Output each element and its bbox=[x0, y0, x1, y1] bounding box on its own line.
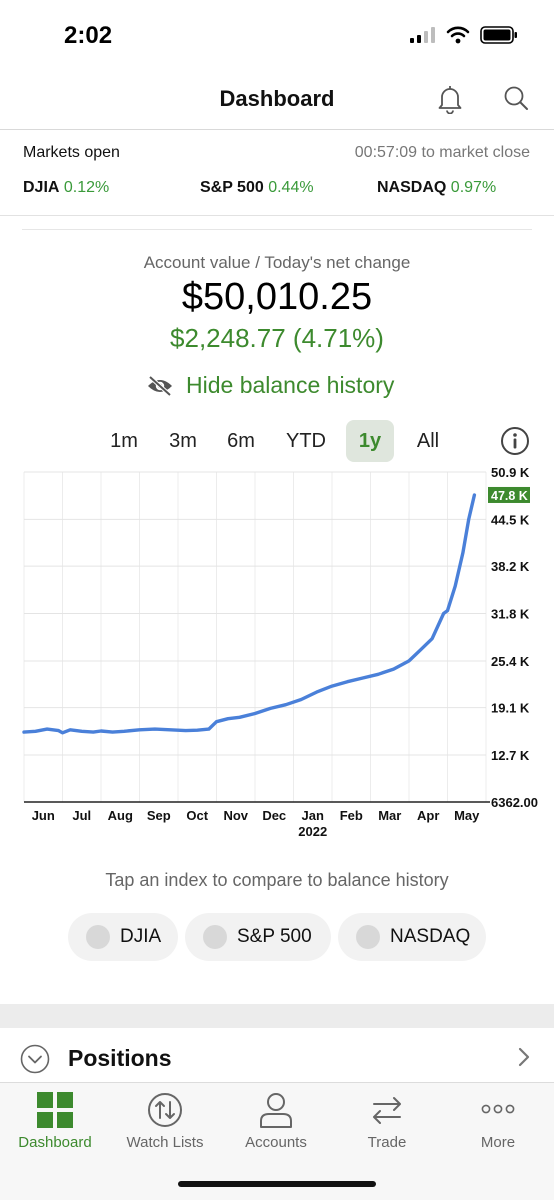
account-value-label: Account value / Today's net change bbox=[143, 253, 411, 272]
nav-header: Dashboard bbox=[0, 72, 554, 130]
chart-x-tick-label: Nov bbox=[223, 808, 248, 823]
positions-title: Positions bbox=[68, 1045, 172, 1071]
hide-balance-history-toggle[interactable]: Hide balance history bbox=[146, 372, 394, 399]
chip-label: S&P 500 bbox=[237, 926, 312, 947]
chart-y-tick-label: 50.9 K bbox=[491, 466, 530, 480]
chart-y-tick-label: 25.4 K bbox=[491, 654, 530, 669]
chart-series-line bbox=[22, 493, 477, 735]
chart-y-tick-label: 31.8 K bbox=[491, 607, 530, 622]
tab-label: More bbox=[480, 1134, 516, 1151]
index-name: DJIA bbox=[23, 179, 60, 196]
tab-label: Accounts bbox=[245, 1134, 307, 1151]
index-nasdaq[interactable]: NASDAQ 0.97% bbox=[377, 179, 496, 197]
index-change: 0.44% bbox=[268, 179, 314, 196]
swap-arrows-icon bbox=[373, 1097, 401, 1124]
range-selector: 1m 3m 6m YTD 1y All bbox=[0, 418, 554, 464]
compare-chips: DJIA S&P 500 NASDAQ bbox=[0, 913, 554, 961]
range-tab-all[interactable]: All bbox=[416, 430, 440, 452]
index-name: NASDAQ bbox=[377, 179, 447, 196]
chart-x-tick-label: Jan bbox=[302, 808, 324, 823]
chart-x-tick-label: May bbox=[454, 808, 480, 823]
index-change: 0.97% bbox=[450, 179, 497, 196]
chart-x-tick-label: Jul bbox=[72, 808, 91, 823]
index-djia[interactable]: DJIA 0.12% bbox=[23, 179, 109, 197]
chip-radio bbox=[356, 925, 380, 949]
ellipsis-icon bbox=[481, 1104, 515, 1114]
balance-history-chart[interactable]: 50.9 K 44.5 K 38.2 K 31.8 K 25.4 K 19.1 K 12.7… bbox=[0, 466, 554, 842]
market-close-countdown: 00:57:09 to market close bbox=[354, 144, 530, 161]
chip-label: DJIA bbox=[120, 926, 162, 947]
compare-chip-djia[interactable]: DJIA bbox=[68, 913, 178, 961]
chart-x-tick-label: Sep bbox=[147, 808, 171, 823]
status-bar: 2:02 bbox=[0, 0, 554, 72]
section-separator bbox=[0, 1004, 554, 1028]
chip-radio bbox=[86, 925, 110, 949]
chart-x-tick-label: Feb bbox=[340, 808, 363, 823]
chart-x-tick-label: Mar bbox=[378, 808, 401, 823]
chart-x-tick-label: Jun bbox=[32, 808, 55, 823]
wifi-icon bbox=[446, 26, 470, 44]
home-indicator bbox=[178, 1181, 376, 1187]
markets-strip: Markets open 00:57:09 to market close DJ… bbox=[0, 130, 554, 216]
tab-trade[interactable]: Trade bbox=[332, 1083, 442, 1163]
chart-current-value-badge bbox=[488, 486, 530, 503]
chart-y-tick-label: 6362.00 bbox=[491, 795, 538, 810]
chart-current-value-label: 47.8 K bbox=[491, 489, 528, 503]
range-tab-1y[interactable]: 1y bbox=[346, 420, 394, 462]
range-tab-1m[interactable]: 1m bbox=[110, 430, 138, 452]
net-change: $2,248.77 (4.71%) bbox=[170, 323, 384, 353]
compare-chip-sp500[interactable]: S&P 500 bbox=[185, 913, 331, 961]
range-tab-3m[interactable]: 3m bbox=[169, 430, 197, 452]
tab-accounts[interactable]: Accounts bbox=[221, 1083, 331, 1163]
watchlist-arrows-icon bbox=[148, 1093, 182, 1127]
chart-x-year-label: 2022 bbox=[298, 824, 327, 839]
range-tab-ytd[interactable]: YTD bbox=[286, 430, 326, 452]
chevron-down-circle-icon[interactable] bbox=[20, 1044, 50, 1074]
chevron-right-icon[interactable] bbox=[516, 1046, 532, 1068]
chart-x-tick-label: Dec bbox=[262, 808, 286, 823]
section-divider bbox=[22, 229, 532, 230]
chart-x-tick-label: Oct bbox=[186, 808, 208, 823]
index-change: 0.12% bbox=[63, 179, 110, 196]
tab-label: Trade bbox=[367, 1134, 407, 1151]
account-value: $50,010.25 bbox=[181, 276, 373, 318]
range-tab-6m[interactable]: 6m bbox=[227, 430, 255, 452]
tab-more[interactable]: More bbox=[443, 1083, 553, 1163]
info-icon[interactable] bbox=[500, 426, 530, 456]
chart-y-tick-label: 44.5 K bbox=[491, 512, 530, 527]
eye-slash-icon bbox=[148, 375, 172, 396]
battery-icon bbox=[480, 26, 517, 44]
tab-label: Dashboard bbox=[18, 1134, 92, 1151]
chart-x-tick-label: Aug bbox=[108, 808, 133, 823]
hide-balance-history-label: Hide balance history bbox=[186, 372, 395, 398]
chip-label: NASDAQ bbox=[390, 926, 471, 947]
chart-y-tick-label: 38.2 K bbox=[491, 559, 530, 574]
compare-chip-nasdaq[interactable]: NASDAQ bbox=[338, 913, 486, 961]
chart-y-tick-label: 12.7 K bbox=[491, 748, 530, 763]
status-icons bbox=[410, 26, 518, 44]
index-sp500[interactable]: S&P 500 0.44% bbox=[200, 179, 314, 197]
compare-hint: Tap an index to compare to balance histo… bbox=[105, 870, 449, 890]
tab-label: Watch Lists bbox=[126, 1134, 204, 1151]
dashboard-grid-icon bbox=[37, 1092, 73, 1128]
search-icon[interactable] bbox=[502, 84, 530, 114]
chip-radio bbox=[203, 925, 227, 949]
page-title: Dashboard bbox=[219, 86, 335, 111]
index-name: S&P 500 bbox=[200, 179, 264, 196]
chart-y-tick-label: 19.1 K bbox=[491, 701, 530, 716]
chart-x-tick-label: Apr bbox=[417, 808, 439, 823]
positions-row[interactable]: Positions bbox=[0, 1028, 554, 1082]
signal-icon bbox=[410, 27, 435, 43]
person-icon bbox=[260, 1093, 292, 1128]
tab-dashboard[interactable]: Dashboard bbox=[0, 1083, 110, 1163]
tab-watch-lists[interactable]: Watch Lists bbox=[110, 1083, 220, 1163]
bell-icon[interactable] bbox=[436, 84, 464, 114]
markets-status: Markets open bbox=[23, 144, 120, 161]
bottom-tab-bar: Dashboard Watch Lists Accounts Trad bbox=[0, 1082, 554, 1200]
status-time: 2:02 bbox=[64, 22, 113, 49]
